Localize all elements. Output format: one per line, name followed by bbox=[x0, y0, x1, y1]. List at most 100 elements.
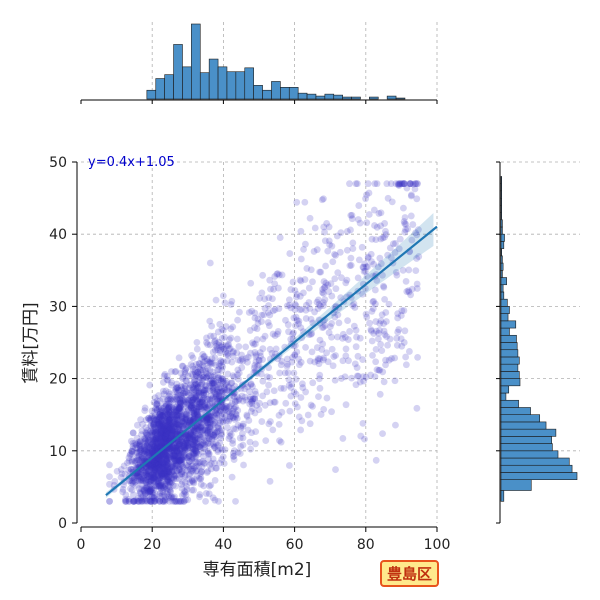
scatter-point bbox=[251, 309, 259, 317]
scatter-point bbox=[197, 469, 205, 477]
scatter-point bbox=[321, 296, 329, 304]
scatter-point bbox=[204, 447, 212, 455]
scatter-point bbox=[243, 411, 251, 419]
scatter-point bbox=[163, 471, 170, 478]
scatter-point bbox=[211, 338, 218, 346]
scatter-point bbox=[221, 333, 228, 341]
scatter-point bbox=[365, 211, 373, 218]
scatter-point bbox=[154, 465, 162, 473]
scatter-point bbox=[190, 464, 198, 472]
scatter-point bbox=[325, 237, 333, 245]
scatter-point bbox=[161, 436, 169, 444]
scatter-point bbox=[186, 384, 193, 392]
scatter-point bbox=[271, 306, 279, 314]
scatter-point bbox=[396, 235, 404, 243]
scatter-point bbox=[231, 398, 239, 406]
scatter-point bbox=[227, 325, 235, 333]
scatter-point bbox=[158, 472, 166, 480]
scatter-point bbox=[153, 442, 161, 450]
scatter-point bbox=[170, 395, 178, 403]
scatter-point bbox=[211, 459, 218, 467]
scatter-point bbox=[204, 428, 212, 435]
scatter-point bbox=[246, 388, 253, 395]
scatter-point bbox=[163, 458, 171, 466]
scatter-point bbox=[122, 496, 129, 504]
scatter-point bbox=[222, 379, 230, 387]
scatter-point bbox=[177, 403, 184, 411]
scatter-point bbox=[359, 373, 367, 381]
scatter-point bbox=[364, 254, 372, 262]
y-tick-label: 30 bbox=[49, 299, 67, 315]
scatter-point bbox=[167, 468, 175, 476]
scatter-point bbox=[385, 356, 393, 364]
scatter-point bbox=[212, 296, 220, 304]
scatter-point bbox=[148, 474, 156, 482]
scatter-point bbox=[130, 491, 137, 499]
scatter-point bbox=[178, 468, 186, 476]
scatter-point bbox=[152, 445, 160, 453]
scatter-point bbox=[155, 392, 162, 399]
scatter-point bbox=[375, 335, 382, 343]
scatter-point bbox=[171, 497, 179, 505]
scatter-point bbox=[250, 364, 258, 372]
scatter-point bbox=[186, 416, 194, 424]
scatter-point bbox=[163, 435, 170, 443]
scatter-point bbox=[184, 372, 192, 380]
scatter-point bbox=[307, 266, 315, 274]
scatter-point bbox=[220, 405, 228, 412]
scatter-point bbox=[164, 458, 172, 466]
scatter-point bbox=[160, 458, 168, 466]
top-hist-bar bbox=[235, 71, 246, 100]
scatter-point bbox=[274, 284, 282, 292]
scatter-point bbox=[208, 355, 216, 363]
scatter-point bbox=[170, 419, 178, 426]
scatter-point bbox=[166, 453, 173, 460]
scatter-point bbox=[320, 195, 327, 203]
scatter-point bbox=[149, 441, 157, 448]
scatter-point bbox=[297, 394, 305, 401]
scatter-point bbox=[179, 442, 187, 450]
scatter-point bbox=[270, 398, 278, 406]
scatter-point bbox=[187, 470, 195, 478]
scatter-point bbox=[193, 447, 200, 455]
scatter-point bbox=[197, 480, 205, 488]
scatter-point bbox=[356, 378, 364, 386]
scatter-point bbox=[145, 467, 153, 474]
scatter-point bbox=[155, 482, 163, 490]
scatter-point bbox=[139, 476, 147, 483]
scatter-point bbox=[168, 474, 176, 482]
scatter-point bbox=[181, 471, 189, 479]
scatter-point bbox=[159, 439, 167, 447]
scatter-point bbox=[229, 372, 237, 380]
scatter-point bbox=[186, 435, 193, 443]
scatter-point bbox=[192, 393, 200, 401]
scatter-point bbox=[382, 318, 390, 325]
scatter-point bbox=[200, 353, 208, 361]
scatter-point bbox=[167, 415, 175, 423]
scatter-point bbox=[313, 246, 321, 254]
scatter-point bbox=[176, 399, 184, 407]
scatter-point bbox=[233, 349, 241, 357]
scatter-point bbox=[152, 458, 160, 466]
scatter-point bbox=[165, 445, 172, 453]
scatter-point bbox=[136, 470, 144, 478]
scatter-point bbox=[155, 427, 163, 435]
scatter-point bbox=[163, 452, 171, 460]
scatter-point bbox=[212, 392, 220, 400]
scatter-point bbox=[184, 496, 192, 504]
scatter-point bbox=[182, 416, 190, 424]
scatter-point bbox=[150, 463, 158, 471]
scatter-point bbox=[188, 398, 196, 406]
scatter-point bbox=[165, 454, 173, 461]
scatter-point bbox=[171, 425, 179, 433]
scatter-point bbox=[139, 493, 147, 500]
scatter-point bbox=[214, 381, 222, 389]
scatter-point bbox=[175, 423, 183, 431]
scatter-point bbox=[119, 488, 127, 496]
scatter-point bbox=[156, 490, 164, 498]
scatter-point bbox=[146, 416, 154, 424]
scatter-point bbox=[266, 399, 274, 407]
scatter-point bbox=[150, 486, 157, 494]
scatter-point bbox=[326, 323, 334, 331]
scatter-point bbox=[344, 336, 352, 343]
